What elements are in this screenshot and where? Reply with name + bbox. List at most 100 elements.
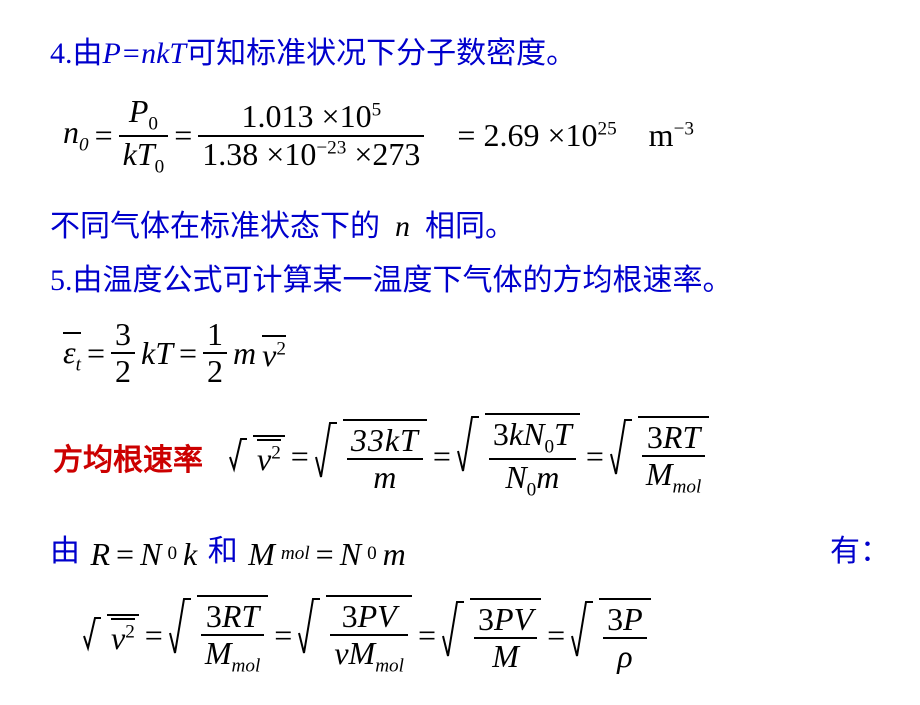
f1ns: 0 <box>148 113 158 134</box>
frac-P0-kT0: P0 kT0 <box>119 94 169 177</box>
n0-sub: 0 <box>79 135 89 156</box>
feq2: = <box>274 617 292 654</box>
f2ne: 5 <box>372 100 382 121</box>
relN: N <box>140 536 161 573</box>
req2: = <box>433 438 451 475</box>
r2da: N <box>505 459 526 495</box>
feq4: = <box>547 617 565 654</box>
relMs: mol <box>281 543 310 565</box>
releq2: = <box>316 536 334 573</box>
sqrt-3PV-nuMmol: 3PV νMmol <box>298 595 412 677</box>
f3d: M <box>474 639 537 674</box>
relN2: N <box>340 536 361 573</box>
point4-note: 不同气体在标准状态下的 n 相同。 <box>50 201 880 245</box>
r2nb: T <box>554 416 572 452</box>
radical-icon <box>315 419 337 481</box>
radical-icon <box>169 595 191 657</box>
rve: 2 <box>271 443 281 464</box>
sqrt-v2-1: v2 <box>229 435 285 478</box>
radical-icon <box>457 413 479 475</box>
sqrt-v2-2: v2 <box>83 614 139 657</box>
rel-eq2: Mmol = N0 m <box>245 536 409 573</box>
rms-row: 方均根速率 v2 = 33kT3kT m = <box>50 413 715 500</box>
re: 25 <box>597 118 616 139</box>
ekT: kT <box>141 335 173 372</box>
result: = 2.69 ×1025 m−3 <box>457 117 694 154</box>
e1: 1 <box>203 317 227 354</box>
e2: 2 <box>111 354 135 389</box>
radical-icon <box>83 614 101 652</box>
r3da: M <box>646 456 673 492</box>
p5h: 5.由温度公式可计算某一温度下气体的方均根速率。 <box>50 264 733 297</box>
e22: 2 <box>203 354 227 389</box>
e3: 3 <box>111 317 135 354</box>
eeq: = <box>87 335 105 372</box>
f2Ms: mol <box>375 656 404 677</box>
relN2s: 0 <box>367 543 377 565</box>
f2dke: −23 <box>316 137 346 158</box>
rel-pre: 由 <box>50 535 80 568</box>
relNs: 0 <box>167 543 177 565</box>
f2M: M <box>349 635 376 671</box>
frac-numeric: 1.013 ×105 1.38 ×10−23 ×273 <box>198 99 424 171</box>
epst: t <box>76 354 81 375</box>
ns: n <box>395 210 410 243</box>
eps: ε <box>63 334 76 370</box>
ru: m <box>649 117 674 153</box>
sqrt-3RT-Mmol2: 3RT Mmol <box>169 595 268 677</box>
radical-icon <box>442 598 464 660</box>
f1n: P <box>129 93 149 129</box>
slide: 4.由P=nkT可知标准状况下分子数密度。 n0 = P0 kT0 = 1.01… <box>0 0 920 705</box>
sqrt-3PV-M: 3PV M <box>442 598 541 674</box>
energy-eq: εt = 3 2 kT = 1 2 m v2 <box>60 317 289 389</box>
rue: −3 <box>674 118 694 139</box>
eps-bar: εt <box>63 332 81 375</box>
n0-n: n <box>63 114 79 150</box>
f2nb: 1.013 <box>242 98 314 134</box>
sqrt-3kT-m: 33kT3kT m <box>315 419 427 495</box>
rel-and: 和 <box>208 535 238 568</box>
eve: 2 <box>276 339 286 360</box>
n0-equation: n0 = P0 kT0 = 1.013 ×105 1.38 ×10−23 ×27… <box>60 94 697 177</box>
eeq2: = <box>179 335 197 372</box>
f2nu: ν <box>334 635 348 671</box>
req1: = <box>291 438 309 475</box>
sqrt-3P-rho: 3P ρ <box>571 598 651 674</box>
v2bar: v2 <box>262 335 286 371</box>
ev: v <box>262 337 276 373</box>
f1d: kT <box>123 136 155 172</box>
r2ns: 0 <box>544 437 554 458</box>
radical-icon <box>610 416 632 478</box>
rel-you: 有： <box>830 526 890 570</box>
rt: ×10 <box>547 117 597 153</box>
r2db: m <box>536 459 559 495</box>
p4-formula: P=nkT <box>103 37 187 70</box>
f1ds: 0 <box>155 156 165 177</box>
fve: 2 <box>125 622 135 643</box>
f4d: ρ <box>603 639 647 674</box>
f2nt: ×10 <box>322 98 372 134</box>
em: m <box>233 335 256 372</box>
point5-heading: 5.由温度公式可计算某一温度下气体的方均根速率。 <box>50 255 880 299</box>
releq: = <box>116 536 134 573</box>
req3: = <box>586 438 604 475</box>
nsuf: 相同。 <box>425 210 515 243</box>
r2ds: 0 <box>527 479 537 500</box>
rv: v <box>257 441 271 477</box>
p4-suffix: 可知标准状况下分子数密度。 <box>186 37 576 70</box>
feq1: = <box>145 617 163 654</box>
eq2: = <box>174 117 192 154</box>
relR: R <box>91 536 111 573</box>
rel-eq1: R = N0 k <box>88 536 201 573</box>
np: 不同气体在标准状态下的 <box>50 210 380 243</box>
f2dk: 1.38 <box>202 136 258 172</box>
n0-sym: n0 <box>63 114 89 156</box>
radical-icon <box>571 598 593 660</box>
relm: m <box>383 536 406 573</box>
relk: k <box>183 536 197 573</box>
f2dkt: ×10 <box>266 136 316 172</box>
sqrt-3kN0T-N0m: 3kN0T N0m <box>457 413 580 500</box>
p4-prefix: 4.由 <box>50 37 103 70</box>
fv: v <box>111 620 125 656</box>
f2dt: ×273 <box>354 136 420 172</box>
